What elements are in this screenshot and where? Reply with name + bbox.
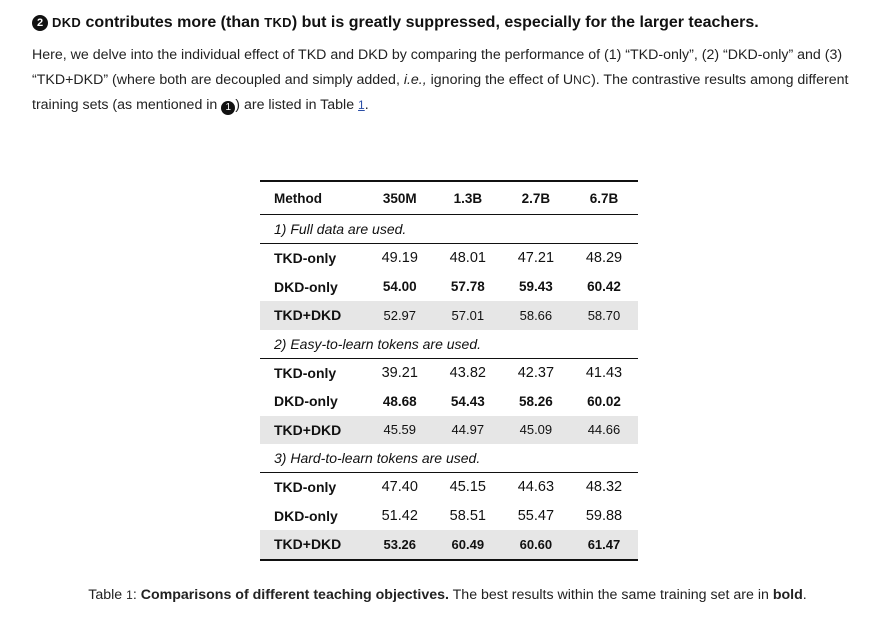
section-heading: 2 DKD contributes more (than TKD) but is … bbox=[32, 14, 882, 32]
section-title: 2) Easy-to-learn tokens are used. bbox=[260, 329, 638, 359]
value-cell-best: 61.47 bbox=[569, 530, 638, 560]
heading-tkd: TKD bbox=[264, 15, 292, 30]
table-row: TKD-only 39.21 43.82 42.37 41.43 bbox=[260, 358, 638, 387]
header-1-3b: 1.3B bbox=[433, 181, 502, 215]
table-row: TKD-only 47.40 45.15 44.63 48.32 bbox=[260, 473, 638, 502]
para-part-1: Here, we delve into the individual effec… bbox=[32, 47, 843, 88]
value-cell: 51.42 bbox=[381, 507, 418, 524]
number-badge: 2 bbox=[32, 15, 48, 31]
table-row: DKD-only 54.00 57.78 59.43 60.42 bbox=[260, 273, 638, 302]
table-row: DKD-only 51.42 58.51 55.47 59.88 bbox=[260, 502, 638, 531]
caption-bold: Comparisons of different teaching object… bbox=[140, 587, 449, 603]
value-cell: 59.88 bbox=[585, 507, 623, 524]
header-350m: 350M bbox=[365, 181, 434, 215]
table-row: DKD-only 48.68 54.43 58.26 60.02 bbox=[260, 387, 638, 416]
section-title: 3) Hard-to-learn tokens are used. bbox=[260, 444, 638, 473]
caption-rest: The best results within the same trainin… bbox=[448, 587, 773, 603]
value-cell: 58.66 bbox=[501, 301, 570, 330]
table-row: TKD-only 49.19 48.01 47.21 48.29 bbox=[260, 244, 638, 273]
value-cell: 45.59 bbox=[365, 415, 434, 444]
value-cell-best: 48.68 bbox=[382, 393, 417, 409]
value-cell-best: 58.26 bbox=[518, 393, 553, 409]
section-title: 1) Full data are used. bbox=[260, 214, 638, 244]
value-cell: 44.66 bbox=[569, 415, 638, 444]
table-row-shaded: TKD+DKD 45.59 44.97 45.09 44.66 bbox=[260, 415, 638, 444]
value-cell: 48.01 bbox=[449, 250, 486, 267]
results-table: Method 350M 1.3B 2.7B 6.7B 1) Full data … bbox=[260, 180, 638, 561]
value-cell-best: 60.49 bbox=[433, 530, 502, 560]
value-cell-best: 54.43 bbox=[450, 393, 485, 409]
table-header-row: Method 350M 1.3B 2.7B 6.7B bbox=[260, 181, 638, 215]
value-cell: 47.21 bbox=[517, 250, 555, 267]
table-ref-link[interactable]: 1 bbox=[358, 98, 365, 112]
value-cell: 49.19 bbox=[381, 250, 418, 267]
table-row-shaded: TKD+DKD 52.97 57.01 58.66 58.70 bbox=[260, 301, 638, 330]
value-cell: 45.15 bbox=[449, 479, 486, 496]
value-cell: 41.43 bbox=[585, 364, 623, 381]
para-part-2: ignoring the effect of U bbox=[426, 72, 574, 88]
method-cell: TKD-only bbox=[274, 250, 337, 267]
value-cell-best: 59.43 bbox=[518, 279, 553, 295]
method-cell: DKD-only bbox=[274, 393, 338, 410]
value-cell-best: 53.26 bbox=[365, 530, 434, 560]
header-method: Method bbox=[260, 181, 366, 215]
section-title-row: 2) Easy-to-learn tokens are used. bbox=[260, 329, 638, 359]
caption-label: Table bbox=[88, 587, 127, 603]
value-cell: 55.47 bbox=[517, 507, 555, 524]
para-part-5: . bbox=[364, 97, 369, 113]
method-cell: TKD+DKD bbox=[260, 301, 366, 330]
value-cell: 48.29 bbox=[585, 250, 623, 267]
value-cell: 58.70 bbox=[569, 301, 638, 330]
para-part-4: ) are listed in Table bbox=[235, 97, 359, 113]
value-cell-best: 60.60 bbox=[501, 530, 570, 560]
method-cell: TKD-only bbox=[274, 479, 337, 496]
value-cell: 57.01 bbox=[433, 301, 502, 330]
caption-bold-word: bold bbox=[772, 587, 803, 603]
body-paragraph: Here, we delve into the individual effec… bbox=[32, 43, 872, 118]
caption-colon: : bbox=[132, 587, 141, 603]
value-cell-best: 60.42 bbox=[587, 279, 621, 295]
para-ie: i.e., bbox=[403, 72, 427, 88]
value-cell-best: 57.78 bbox=[450, 279, 485, 295]
value-cell: 45.09 bbox=[501, 415, 570, 444]
value-cell: 44.97 bbox=[433, 415, 502, 444]
value-cell: 43.82 bbox=[449, 364, 486, 381]
section-title-row: 1) Full data are used. bbox=[260, 214, 638, 244]
para-unc: NC bbox=[573, 73, 592, 87]
heading-text-d: ) but is greatly suppressed, especially … bbox=[291, 14, 759, 31]
value-cell: 47.40 bbox=[381, 479, 418, 496]
method-cell: DKD-only bbox=[274, 507, 338, 524]
table-row-shaded: TKD+DKD 53.26 60.49 60.60 61.47 bbox=[260, 530, 638, 560]
value-cell: 42.37 bbox=[517, 364, 555, 381]
section-title-row: 3) Hard-to-learn tokens are used. bbox=[260, 444, 638, 473]
table-caption: Table 1: Comparisons of different teachi… bbox=[0, 587, 895, 603]
header-2-7b: 2.7B bbox=[501, 181, 570, 215]
heading-text-b: contributes more (than bbox=[81, 14, 265, 31]
para-part-3: ). The contrastive results among differe… bbox=[32, 72, 849, 113]
method-cell: TKD+DKD bbox=[260, 530, 366, 560]
method-cell: TKD+DKD bbox=[260, 415, 366, 444]
value-cell: 39.21 bbox=[381, 364, 418, 381]
method-cell: TKD-only bbox=[274, 364, 337, 381]
value-cell-best: 60.02 bbox=[587, 393, 621, 409]
value-cell: 44.63 bbox=[517, 479, 555, 496]
inline-number-badge: 1 bbox=[221, 101, 236, 115]
value-cell: 58.51 bbox=[449, 507, 486, 524]
value-cell: 48.32 bbox=[585, 479, 623, 496]
value-cell: 52.97 bbox=[365, 301, 434, 330]
method-cell: DKD-only bbox=[274, 278, 338, 295]
caption-number: 1 bbox=[126, 588, 133, 602]
header-6-7b: 6.7B bbox=[569, 181, 638, 215]
value-cell-best: 54.00 bbox=[382, 279, 417, 295]
caption-end: . bbox=[802, 587, 807, 603]
heading-dkd: DKD bbox=[52, 15, 82, 30]
